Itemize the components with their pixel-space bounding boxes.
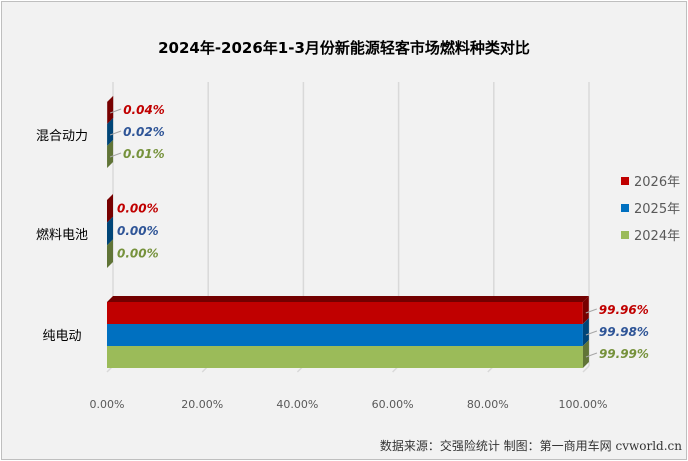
- data-label: 99.96%: [599, 303, 649, 317]
- leader-line: [110, 108, 122, 114]
- bar-side: [107, 216, 113, 246]
- leader-line: [109, 130, 122, 136]
- leader-line: [585, 330, 598, 336]
- leader-line: [109, 152, 122, 158]
- x-tick-label: 60.00%: [372, 398, 414, 411]
- data-label: 0.04%: [123, 103, 165, 117]
- category-label: 纯电动: [42, 329, 81, 344]
- category-label: 燃料电池: [36, 227, 88, 243]
- gridline-floor: [582, 365, 590, 373]
- data-label: 99.99%: [599, 347, 649, 361]
- bar-side: [582, 296, 589, 324]
- footer-source: 数据来源：交强险统计 制图：第一商用车网 cvworld.cn: [380, 438, 682, 453]
- legend-swatch: [621, 204, 629, 212]
- chart-title: 2024年-2026年1-3月份新能源轻客市场燃料种类对比: [158, 39, 530, 57]
- data-label: 99.98%: [599, 325, 649, 339]
- bar-side: [582, 318, 589, 346]
- bar-front: [107, 346, 583, 368]
- bar-top: [107, 296, 589, 302]
- x-tick-label: 100.00%: [559, 398, 608, 411]
- data-label: 0.01%: [123, 147, 165, 161]
- x-tick-label: 40.00%: [276, 398, 318, 411]
- leader-line: [585, 308, 597, 314]
- x-tick-label: 0.00%: [90, 398, 125, 411]
- legend-label: 2024年: [634, 229, 680, 244]
- legend-swatch: [621, 231, 629, 239]
- bar-front: [107, 302, 583, 324]
- category-label: 混合动力: [36, 129, 88, 144]
- x-tick-label: 80.00%: [467, 398, 509, 411]
- legend-label: 2025年: [634, 202, 680, 217]
- legend-label: 2026年: [634, 175, 680, 190]
- bar-top: [107, 96, 114, 102]
- leader-line: [585, 352, 598, 358]
- bar-side: [582, 340, 589, 368]
- data-label: 0.00%: [117, 247, 159, 261]
- data-label: 0.02%: [123, 125, 165, 139]
- legend-swatch: [621, 177, 629, 185]
- bar-side: [107, 239, 113, 268]
- bar-side: [107, 140, 114, 168]
- x-tick-label: 20.00%: [181, 398, 223, 411]
- bar-side: [107, 194, 113, 223]
- data-label: 0.00%: [117, 224, 159, 238]
- bar-side: [107, 118, 114, 146]
- data-label: 0.00%: [117, 201, 159, 215]
- bar-side: [107, 96, 114, 124]
- bar-front: [107, 324, 583, 346]
